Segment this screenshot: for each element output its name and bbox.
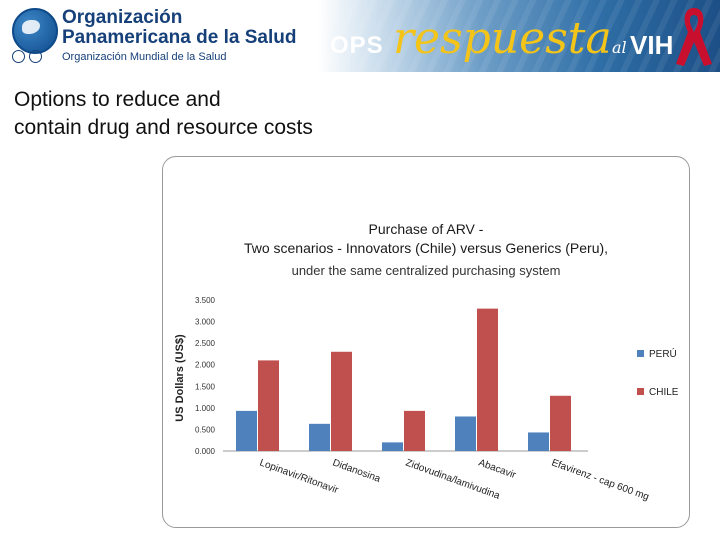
- legend-swatch: [637, 388, 644, 395]
- slide-title-line1: Options to reduce and: [14, 88, 221, 111]
- x-tick-label: Abacavir: [477, 457, 518, 481]
- vih-label: VIH: [630, 30, 674, 60]
- org-name-line1: Organización: [62, 7, 183, 28]
- partner-logos: [12, 50, 52, 64]
- org-name-line2: Panamericana de la Salud: [62, 27, 297, 48]
- slide-title-line2: contain drug and resource costs: [14, 116, 313, 139]
- who-small-icon: [29, 50, 42, 63]
- al-label: al: [612, 38, 627, 57]
- bar-chile: [550, 395, 571, 451]
- ops-label: OPS: [330, 32, 384, 59]
- respuesta-label: respuesta: [393, 13, 612, 64]
- paho-small-icon: [12, 50, 25, 63]
- x-tick-label: Efavirenz - cap 600 mg: [550, 457, 650, 503]
- x-tick-label: Didanosina: [331, 457, 382, 485]
- y-axis-label: US Dollars (US$): [174, 334, 186, 422]
- org-subtitle: Organización Mundial de la Salud: [62, 51, 227, 63]
- y-tick-label: 0.000: [195, 447, 216, 456]
- bar-chile: [331, 351, 352, 451]
- bar-peru: [455, 416, 476, 451]
- bar-chile: [404, 410, 425, 451]
- y-tick-label: 3.500: [195, 296, 216, 305]
- legend-swatch: [637, 350, 644, 357]
- banner-graphic: [318, 0, 720, 72]
- chart-title-line3: under the same centralized purchasing sy…: [291, 263, 561, 278]
- header-banner: Organización Panamericana de la Salud Or…: [0, 0, 720, 72]
- bar-chile: [258, 360, 279, 451]
- legend-label: CHILE: [649, 387, 679, 398]
- x-tick-label: Lopinavir/Ritonavir: [258, 457, 340, 496]
- y-tick-label: 0.500: [195, 425, 216, 434]
- chart-title-line1: Purchase of ARV -: [368, 221, 484, 237]
- aids-ribbon-icon: [676, 8, 712, 66]
- y-tick-label: 1.000: [195, 404, 216, 413]
- bar-peru: [528, 432, 549, 451]
- slide-title: Options to reduce and contain drug and r…: [14, 86, 434, 142]
- y-tick-label: 3.000: [195, 318, 216, 327]
- y-tick-label: 1.500: [195, 382, 216, 391]
- bar-chile: [477, 308, 498, 451]
- bar-peru: [236, 410, 257, 451]
- bar-peru: [382, 442, 403, 451]
- y-tick-label: 2.500: [195, 339, 216, 348]
- chart-title-line2: Two scenarios - Innovators (Chile) versu…: [243, 240, 609, 256]
- chart-frame: [162, 156, 690, 528]
- y-tick-label: 2.000: [195, 361, 216, 370]
- bar-peru: [309, 423, 330, 451]
- legend-label: PERÚ: [649, 347, 677, 360]
